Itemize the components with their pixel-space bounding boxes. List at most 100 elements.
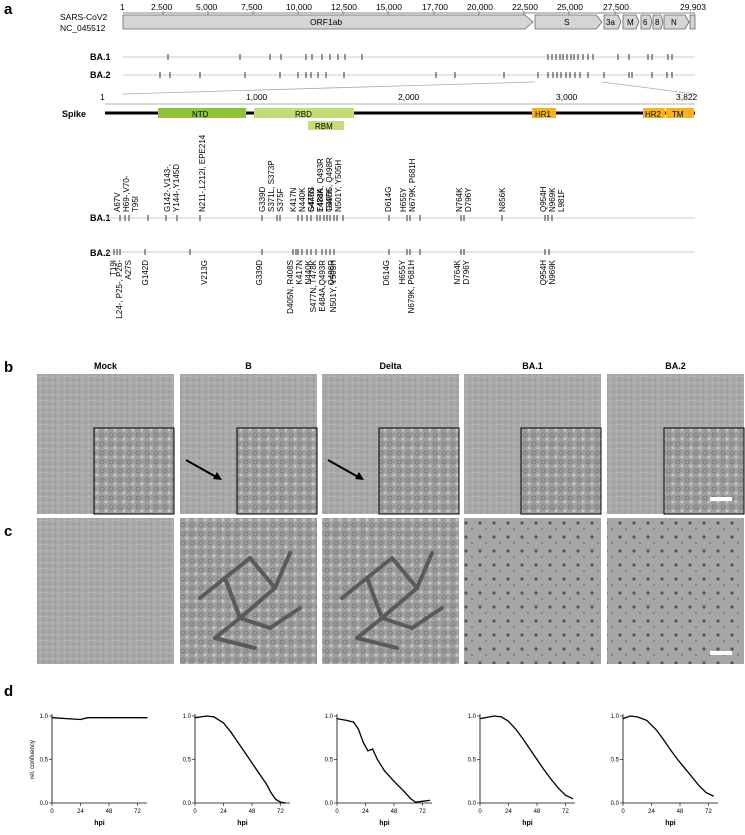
- confluency-point: [336, 718, 338, 720]
- mutation-label: N501Y, Y505H: [329, 260, 338, 312]
- mutation-label: G142-,V143-,: [163, 164, 172, 212]
- syncytium-strand: [213, 616, 242, 640]
- mutation-label: G339D: [258, 186, 267, 212]
- chart-y-tick-label: 1.0: [40, 714, 49, 720]
- genome-label-line1: SARS-CoV2: [60, 12, 108, 22]
- confluency-point: [108, 717, 110, 719]
- mutation-label: E484A,Q493R: [318, 260, 327, 312]
- domain-rbd-box: [254, 108, 354, 118]
- genome-tick-label: 7,500: [241, 2, 263, 12]
- chart-y-label: rel. confluency: [30, 740, 36, 779]
- spike-track-ba2-marks: [113, 249, 550, 255]
- genome-tick-label: 10,000: [286, 2, 312, 12]
- confluency-point: [230, 731, 232, 733]
- genome-tick-label: 20,000: [467, 2, 493, 12]
- chart-y-tick-label: 0.5: [468, 758, 477, 764]
- syncytium-strand: [380, 616, 414, 630]
- spike-start: 1: [100, 92, 105, 102]
- spike-track-ba1-label: BA.1: [90, 213, 111, 223]
- condition-title: Delta: [379, 361, 402, 371]
- mutation-label: N679K, P681H: [407, 260, 416, 314]
- mutation-label: S477N: [307, 187, 316, 212]
- domain-rbm-label: RBM: [315, 122, 333, 131]
- confluency-series-line: [622, 715, 714, 797]
- chart-y-tick-label: 1.0: [468, 714, 477, 720]
- chart-x-tick-label: 72: [277, 809, 284, 815]
- syncytium-strand: [355, 636, 399, 650]
- mutation-label: K417N: [295, 260, 304, 285]
- panel-label-a: a: [4, 1, 13, 18]
- mutation-label: S371L, S373P: [267, 160, 276, 212]
- chart-x-label: hpi: [665, 820, 676, 827]
- panel-label-d: d: [4, 683, 13, 700]
- gene-m-box: [622, 14, 640, 30]
- condition-title: B: [245, 361, 252, 371]
- confluency-point: [402, 790, 405, 792]
- chart-x-label: hpi: [522, 820, 533, 827]
- confluency-point: [572, 798, 574, 800]
- genome-start: 1: [120, 2, 125, 12]
- chart-x-tick-label: 48: [534, 809, 541, 815]
- confluency-point: [677, 758, 679, 761]
- confluency-point: [712, 795, 714, 797]
- chart-y-tick-label: 0.0: [40, 801, 49, 807]
- confluency-point: [367, 750, 369, 752]
- micrograph-b-inset: [236, 427, 318, 515]
- mutation-label: A67V: [113, 192, 122, 212]
- confluency-point: [684, 767, 686, 769]
- mutation-label: T547K: [325, 188, 334, 212]
- chart-x-tick-label: 24: [220, 809, 227, 815]
- domain-rbd-label: RBD: [295, 110, 312, 119]
- micrograph-b-inset: [378, 427, 460, 515]
- micrograph-b-inset: [93, 427, 175, 515]
- chart-y-tick-label: 0.5: [611, 758, 620, 764]
- mutation-label: N440K: [298, 187, 307, 212]
- chart-y-tick-label: 1.0: [325, 714, 334, 720]
- zoom-line-right: [601, 81, 696, 95]
- scale-bar-b: [710, 497, 732, 501]
- domain-tm-box: [666, 108, 694, 118]
- mutation-label: S477N, T478K: [309, 259, 318, 312]
- gene-6-label: 6: [643, 18, 648, 27]
- micrograph-c: [322, 518, 459, 664]
- panel-label-b: b: [4, 359, 13, 376]
- gene-s-box: [534, 14, 603, 30]
- confluency-point: [410, 798, 412, 800]
- genome-ticks: 2,500 5,000 7,500 10,000 12,500 15,000 17,700 2…: [151, 2, 629, 15]
- syncytium-strand: [213, 636, 257, 650]
- micrograph-c: [464, 518, 601, 664]
- domain-hr1-box: [532, 108, 556, 118]
- confluency-point: [543, 769, 545, 771]
- chart-x-tick-label: 24: [648, 809, 655, 815]
- confluency-point: [393, 780, 395, 782]
- mutation-label: N764K: [453, 259, 462, 284]
- genome-tick-label: 25,000: [557, 2, 583, 12]
- confluency-point: [691, 776, 693, 778]
- chart-x-tick-label: 24: [362, 809, 369, 815]
- confluency-point: [622, 718, 624, 720]
- confluency-point: [362, 741, 364, 743]
- mutation-label: N501Y, Y505H: [334, 160, 343, 212]
- arrow-head: [213, 472, 222, 480]
- syncytium-strand: [248, 556, 277, 590]
- confluency-point: [275, 798, 277, 801]
- chart-x-tick-label: 48: [677, 809, 684, 815]
- confluency-series-line: [194, 715, 286, 804]
- chart-x-label: hpi: [237, 820, 248, 827]
- chart-x-tick-label: 0: [621, 809, 625, 815]
- chart-x-label: hpi: [94, 820, 105, 827]
- syncytium-strand: [198, 576, 227, 600]
- confluency-point: [421, 800, 424, 802]
- gene-orf1ab-box: [122, 14, 534, 30]
- confluency-point: [479, 718, 481, 720]
- mutation-label: N969K: [548, 187, 557, 212]
- confluency-point: [79, 718, 82, 721]
- confluency-point: [507, 720, 510, 722]
- confluency-series-line: [336, 717, 430, 803]
- gene-n-label: N: [671, 18, 677, 27]
- confluency-charts: 0.0 0.5 1.0 0 24 48 72 hpi rel. confluency 0.0 0.5…: [30, 714, 718, 827]
- confluency-point: [284, 802, 286, 804]
- arrow-line: [327, 459, 361, 479]
- chart-x-tick-label: 72: [419, 809, 426, 815]
